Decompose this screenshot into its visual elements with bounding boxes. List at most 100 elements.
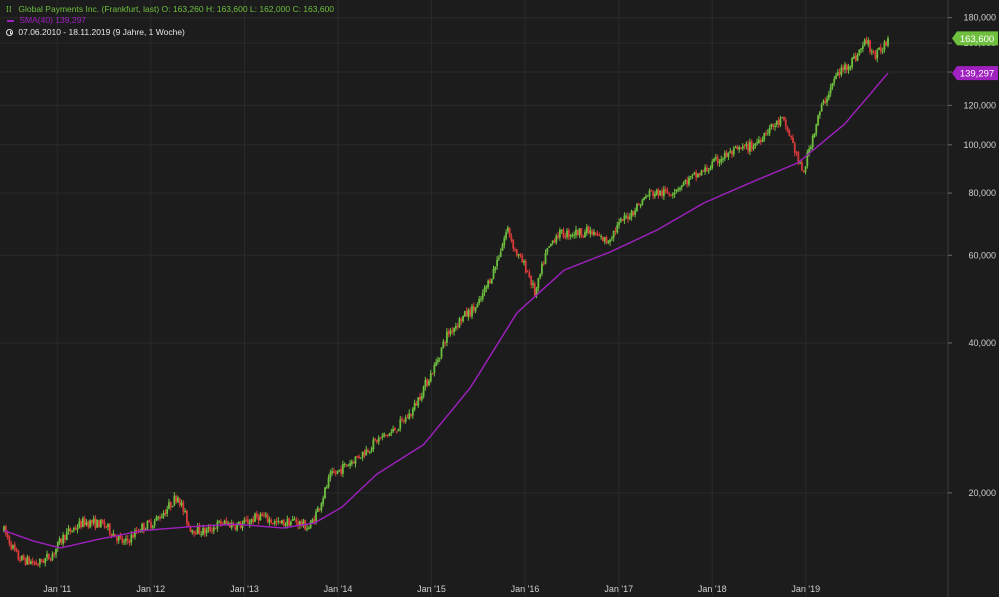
candle-body [881, 50, 884, 52]
candle-body [397, 428, 400, 432]
candle-body [74, 527, 77, 529]
sma-price-tag: 139,297 [952, 66, 998, 81]
candle-body [783, 116, 785, 121]
candle-body [774, 125, 776, 127]
candle-body [499, 251, 502, 257]
candle-body [664, 188, 667, 192]
candle-body [81, 518, 84, 527]
candle-body [673, 192, 676, 195]
candle-body [856, 55, 859, 61]
candle-body [58, 538, 61, 543]
candle-body [539, 274, 542, 278]
candle-body [428, 381, 430, 386]
candle-body [542, 263, 545, 265]
candle-body [818, 111, 821, 116]
candle-body [26, 556, 29, 565]
candle-body [449, 330, 452, 334]
candle-body [64, 534, 66, 540]
candle-body [558, 230, 561, 238]
candle-body [438, 357, 441, 359]
candle-body [65, 531, 68, 541]
candle-body [623, 215, 626, 221]
candle-body [340, 468, 343, 474]
candle-body [291, 518, 294, 522]
y-tick-label: 20,000 [968, 488, 996, 498]
candle-body [847, 66, 850, 71]
candle-body [46, 554, 48, 558]
candle-body [395, 431, 398, 433]
candle-body [797, 152, 800, 163]
candle-body [639, 205, 642, 207]
candle-body [99, 519, 102, 528]
candle-body [359, 457, 362, 459]
candle-body [142, 523, 145, 531]
candle-body [456, 325, 459, 327]
candle-body [481, 293, 484, 299]
candle-body [781, 117, 784, 119]
candle-body [566, 230, 568, 238]
candle-body [363, 452, 366, 456]
candle-body [107, 523, 109, 527]
candle-body [795, 152, 798, 154]
candle-body [245, 519, 247, 521]
y-tick-label: 80,000 [968, 188, 996, 198]
candle-body [494, 266, 497, 270]
candle-body [31, 560, 34, 563]
candle-body [257, 516, 260, 521]
candle-body [4, 526, 7, 534]
candle-body [28, 556, 31, 564]
candle-body [121, 537, 124, 543]
candle-body [808, 148, 811, 153]
candle-body [749, 141, 751, 152]
candle-body [177, 497, 179, 503]
candle-body [537, 277, 540, 289]
candle-body [383, 433, 386, 436]
candle-body [657, 190, 660, 196]
candle-body [35, 562, 38, 565]
y-tick-label: 100,000 [963, 140, 996, 150]
instrument-name: Global Payments Inc. (Frankfurt, last) [18, 4, 160, 14]
candle-body [422, 386, 425, 397]
date-range: 07.06.2010 - 18.11.2019 [18, 27, 111, 37]
candle-body [133, 530, 136, 537]
candle-body [132, 535, 135, 538]
candle-body [653, 193, 656, 197]
candle-body [485, 286, 488, 289]
candle-body [236, 523, 239, 530]
candle-body [734, 147, 737, 149]
candle-body [368, 451, 371, 453]
legend-sma-row: SMA(40) 139,297 [6, 15, 86, 26]
candle-body [243, 519, 246, 524]
candle-body [541, 263, 543, 274]
candle-body [254, 513, 256, 522]
candle-body [679, 187, 681, 190]
candle-body [13, 544, 16, 550]
candle-body [320, 503, 323, 511]
candle-body [349, 463, 351, 466]
candle-body [458, 318, 461, 328]
candle-body [697, 173, 699, 178]
x-tick-label: Jan '16 [511, 584, 540, 594]
candle-body [851, 58, 854, 68]
candle-body [702, 170, 705, 172]
candle-body [168, 502, 170, 509]
candle-body [180, 502, 183, 506]
candle-body [189, 525, 192, 532]
candle-body [471, 306, 473, 317]
sma-line-icon [7, 19, 14, 22]
price-tags: 163,600 139,297 [952, 31, 998, 81]
candle-body [370, 448, 373, 451]
candle-body [282, 519, 285, 526]
candle-body [17, 550, 20, 560]
candle-body [777, 120, 780, 125]
candle-body [98, 520, 100, 528]
candle-body [230, 523, 233, 528]
sma-price-tag-text: 139,297 [960, 69, 994, 80]
candle-body [239, 522, 242, 529]
candle-body [826, 98, 828, 103]
candle-body [33, 562, 36, 564]
candle-body [101, 520, 104, 523]
candle-body [281, 520, 283, 524]
candle-body [56, 541, 59, 549]
